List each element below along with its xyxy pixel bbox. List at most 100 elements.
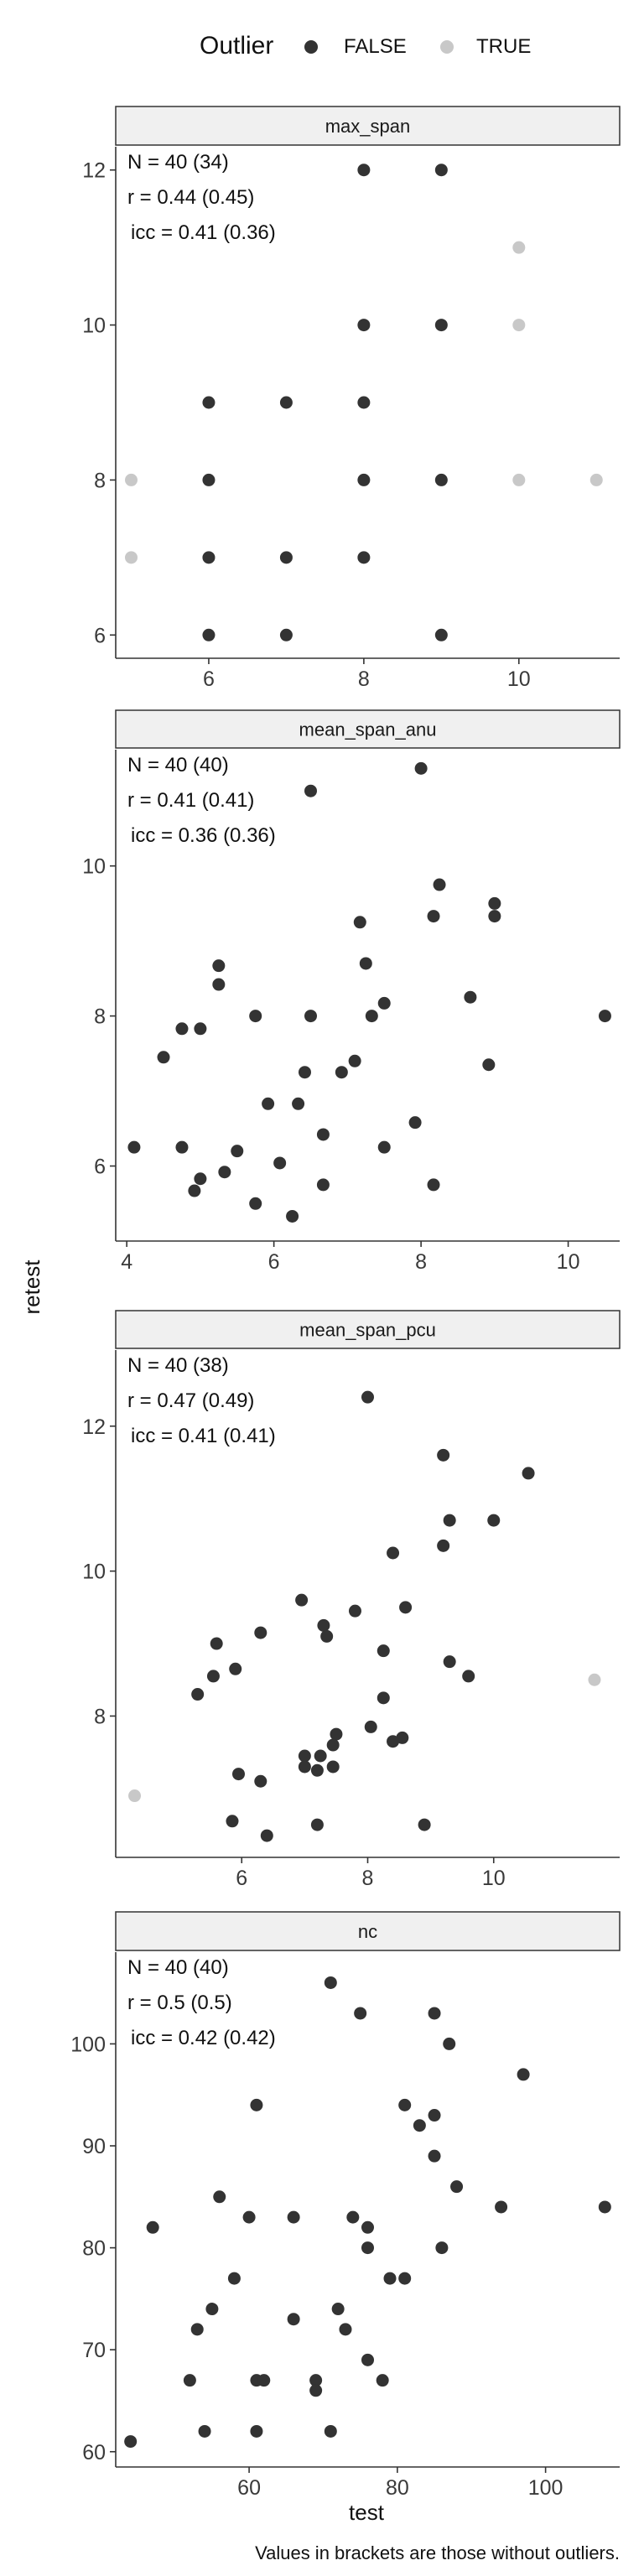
data-point — [309, 2374, 323, 2387]
data-point — [295, 1593, 309, 1607]
data-point — [495, 2200, 508, 2214]
data-point — [314, 1749, 327, 1763]
caption: Values in brackets are those without out… — [255, 2542, 620, 2563]
data-point — [434, 164, 448, 177]
data-point — [226, 1815, 239, 1828]
data-point — [443, 1655, 456, 1669]
data-point — [324, 2424, 337, 2438]
data-point — [279, 396, 293, 409]
data-point — [396, 1731, 409, 1744]
data-point — [399, 1601, 413, 1614]
stat-label: N = 40 (34) — [127, 151, 229, 174]
data-point — [310, 1818, 324, 1831]
legend-label-false: FALSE — [344, 35, 407, 58]
data-point — [464, 990, 477, 1004]
x-tick-label: 6 — [236, 1867, 247, 1890]
x-tick-label: 60 — [237, 2476, 261, 2500]
data-point — [488, 910, 501, 923]
data-point — [212, 959, 226, 973]
data-point — [254, 1626, 267, 1639]
data-point — [242, 2210, 256, 2224]
strip-label: max_span — [325, 116, 411, 137]
data-point — [175, 1140, 189, 1154]
y-tick-label: 8 — [94, 1705, 106, 1728]
y-tick-label: 6 — [94, 1156, 106, 1179]
data-point — [434, 628, 448, 641]
y-tick-label: 6 — [94, 624, 106, 647]
data-point — [316, 1178, 330, 1192]
data-point — [398, 2098, 412, 2111]
data-point — [428, 2109, 441, 2122]
strip-box — [115, 1911, 621, 1951]
data-point — [260, 1829, 273, 1842]
data-point — [194, 1172, 207, 1186]
data-point — [190, 2323, 204, 2336]
data-point — [320, 1629, 334, 1643]
data-point-outlier — [512, 319, 526, 332]
x-axis-title: test — [349, 2500, 385, 2525]
data-point — [376, 2374, 389, 2387]
data-point — [361, 2220, 374, 2234]
data-point — [175, 1022, 189, 1036]
x-tick-label: 8 — [415, 1250, 427, 1274]
data-point — [361, 1390, 374, 1404]
data-point — [229, 1662, 242, 1675]
data-point — [398, 2272, 412, 2285]
data-point — [488, 896, 501, 910]
data-point — [487, 1514, 501, 1527]
data-point-outlier — [128, 1789, 142, 1803]
data-point — [443, 2037, 456, 2050]
data-point — [231, 1145, 244, 1158]
data-point — [450, 2180, 464, 2194]
data-point — [522, 1467, 535, 1480]
data-point — [598, 2200, 611, 2214]
data-point — [377, 1644, 390, 1658]
x-tick-label: 8 — [362, 1867, 374, 1890]
data-point — [227, 2272, 241, 2285]
data-point — [206, 1670, 220, 1683]
legend-label-true: TRUE — [476, 35, 531, 58]
data-point — [146, 2220, 159, 2234]
data-point — [273, 1156, 287, 1170]
data-point — [364, 1720, 377, 1733]
stat-label: r = 0.47 (0.49) — [127, 1389, 254, 1412]
data-point — [157, 1051, 170, 1064]
data-point — [433, 878, 446, 891]
data-point — [317, 1618, 330, 1632]
data-point — [357, 396, 371, 409]
x-tick-label: 100 — [528, 2476, 564, 2500]
y-tick-label: 10 — [82, 1561, 106, 1584]
y-tick-label: 8 — [94, 1005, 106, 1029]
strip-box — [115, 106, 621, 146]
data-point — [250, 2424, 263, 2438]
data-point — [218, 1166, 231, 1179]
data-point — [418, 1818, 431, 1831]
x-tick-label: 6 — [203, 667, 215, 691]
data-point — [298, 1066, 311, 1079]
data-point — [357, 551, 371, 564]
data-point — [413, 2119, 426, 2132]
panel-max_span: max_span 6 8 10 12 6 8 10 N = 40 (34) r = 0.44 (0… — [82, 106, 621, 691]
data-point — [365, 1010, 378, 1023]
data-point — [462, 1670, 475, 1683]
data-point — [257, 2374, 271, 2387]
y-tick-label: 70 — [82, 2339, 106, 2362]
y-tick-label: 60 — [82, 2441, 106, 2464]
data-point — [205, 2303, 219, 2316]
data-point — [249, 1197, 262, 1210]
data-point — [357, 164, 371, 177]
data-point — [326, 1738, 340, 1752]
data-point — [408, 1116, 422, 1130]
legend-marker-false — [304, 40, 318, 54]
panel-mean_span_anu: mean_span_anu 6 8 10 4 6 8 10 N = 40 (40) r = 0.4… — [82, 709, 621, 1274]
x-tick-label: 6 — [268, 1250, 280, 1274]
data-point — [262, 1097, 275, 1110]
data-point — [517, 2068, 530, 2081]
x-tick-label: 10 — [507, 667, 531, 691]
data-point — [330, 1727, 343, 1741]
data-point — [310, 1763, 324, 1777]
y-tick-label: 12 — [82, 159, 106, 183]
data-point — [202, 396, 216, 409]
data-point — [361, 2353, 374, 2366]
